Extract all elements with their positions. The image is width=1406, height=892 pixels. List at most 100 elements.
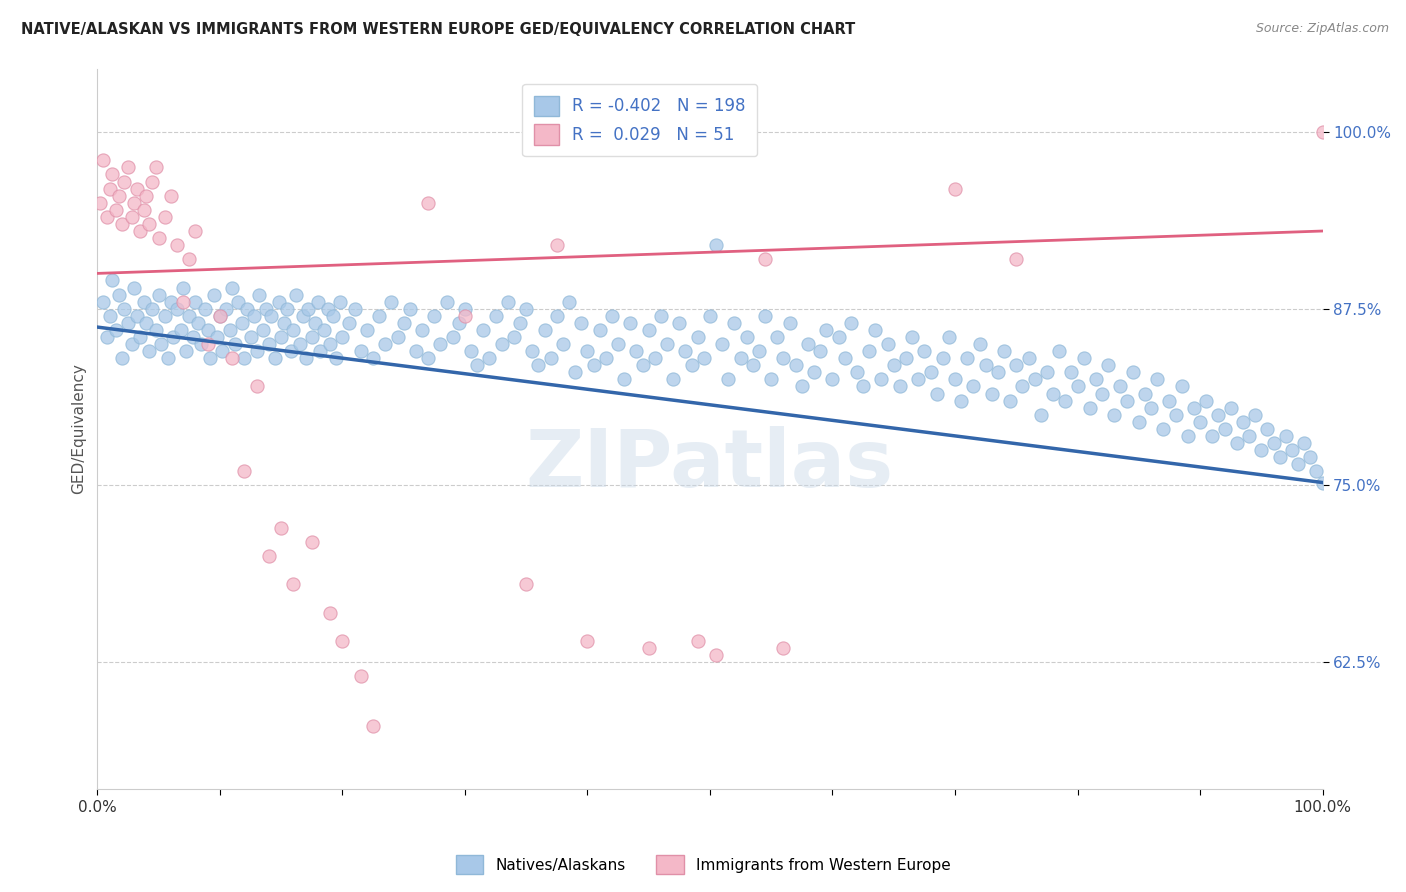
Point	[436, 294, 458, 309]
Point	[307, 294, 329, 309]
Point	[907, 372, 929, 386]
Point	[187, 316, 209, 330]
Point	[1029, 408, 1052, 422]
Point	[297, 301, 319, 316]
Point	[974, 358, 997, 372]
Point	[950, 393, 973, 408]
Point	[145, 161, 167, 175]
Point	[117, 161, 139, 175]
Point	[270, 521, 292, 535]
Point	[447, 316, 470, 330]
Point	[322, 309, 344, 323]
Point	[233, 351, 256, 366]
Point	[558, 294, 581, 309]
Point	[1305, 464, 1327, 478]
Point	[361, 351, 384, 366]
Point	[1005, 252, 1028, 267]
Point	[387, 330, 409, 344]
Point	[569, 316, 592, 330]
Point	[1073, 351, 1095, 366]
Point	[1232, 415, 1254, 429]
Point	[454, 301, 477, 316]
Point	[184, 294, 207, 309]
Point	[1097, 358, 1119, 372]
Point	[858, 344, 880, 359]
Point	[1152, 422, 1174, 436]
Point	[246, 344, 269, 359]
Point	[693, 351, 716, 366]
Point	[1312, 475, 1334, 490]
Point	[108, 188, 131, 202]
Point	[172, 294, 194, 309]
Point	[668, 316, 690, 330]
Point	[337, 316, 360, 330]
Point	[221, 280, 243, 294]
Point	[943, 181, 966, 195]
Point	[1054, 393, 1077, 408]
Point	[141, 301, 163, 316]
Point	[208, 309, 231, 323]
Point	[284, 287, 307, 301]
Point	[821, 372, 844, 386]
Point	[1036, 365, 1059, 379]
Point	[1122, 365, 1144, 379]
Text: NATIVE/ALASKAN VS IMMIGRANTS FROM WESTERN EUROPE GED/EQUIVALENCY CORRELATION CHA: NATIVE/ALASKAN VS IMMIGRANTS FROM WESTER…	[21, 22, 855, 37]
Point	[576, 633, 599, 648]
Point	[631, 358, 654, 372]
Point	[129, 224, 152, 238]
Point	[472, 323, 495, 337]
Point	[1208, 408, 1230, 422]
Point	[962, 379, 984, 393]
Point	[1299, 450, 1322, 464]
Point	[681, 358, 703, 372]
Point	[834, 351, 856, 366]
Point	[546, 309, 568, 323]
Point	[162, 330, 184, 344]
Point	[423, 309, 446, 323]
Point	[1091, 386, 1114, 401]
Point	[980, 386, 1002, 401]
Point	[283, 577, 305, 591]
Point	[808, 344, 831, 359]
Point	[644, 351, 666, 366]
Point	[987, 365, 1010, 379]
Point	[292, 309, 315, 323]
Point	[215, 301, 238, 316]
Point	[912, 344, 935, 359]
Point	[827, 330, 849, 344]
Point	[148, 287, 170, 301]
Point	[112, 175, 135, 189]
Point	[761, 372, 783, 386]
Point	[852, 379, 875, 393]
Point	[1084, 372, 1107, 386]
Point	[637, 323, 659, 337]
Point	[112, 301, 135, 316]
Point	[1263, 436, 1285, 450]
Point	[117, 316, 139, 330]
Point	[650, 309, 672, 323]
Legend: R = -0.402   N = 198, R =  0.029   N = 51: R = -0.402 N = 198, R = 0.029 N = 51	[522, 84, 758, 156]
Point	[169, 323, 191, 337]
Point	[1219, 401, 1241, 415]
Point	[276, 301, 298, 316]
Point	[312, 323, 335, 337]
Point	[141, 175, 163, 189]
Point	[454, 309, 477, 323]
Point	[613, 372, 636, 386]
Point	[418, 351, 440, 366]
Point	[356, 323, 378, 337]
Point	[741, 358, 763, 372]
Point	[280, 344, 302, 359]
Point	[901, 330, 924, 344]
Point	[515, 301, 537, 316]
Point	[98, 309, 121, 323]
Point	[815, 323, 838, 337]
Point	[1275, 429, 1298, 443]
Point	[460, 344, 482, 359]
Point	[160, 188, 183, 202]
Point	[607, 337, 630, 351]
Point	[595, 351, 617, 366]
Point	[98, 181, 121, 195]
Point	[1294, 436, 1316, 450]
Point	[675, 344, 697, 359]
